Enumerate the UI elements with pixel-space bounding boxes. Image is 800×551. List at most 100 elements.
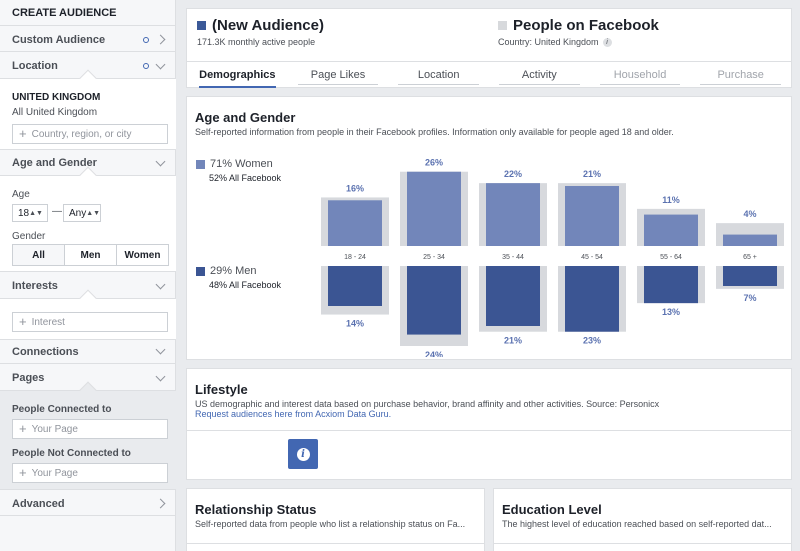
custom-audience-section[interactable]: Custom Audience <box>0 28 176 52</box>
chevron-down-icon <box>155 371 166 381</box>
women-value-label: 21% <box>583 169 601 179</box>
men-value-label: 21% <box>504 336 522 346</box>
gender-label: Gender <box>12 231 46 242</box>
age-gender-label: Age and Gender <box>12 157 97 169</box>
compare-sub: Country: United Kingdom <box>498 37 599 47</box>
women-bar <box>723 234 777 246</box>
country-sub: All United Kingdom <box>12 107 98 118</box>
relationship-title: Relationship Status <box>195 502 317 517</box>
plus-icon: + <box>19 314 27 329</box>
info-icon[interactable]: i <box>602 37 612 47</box>
men-value-label: 13% <box>662 307 680 317</box>
chevron-down-icon <box>155 59 166 69</box>
compare-name: People on Facebook <box>513 17 659 34</box>
interests-panel: + Interest <box>0 289 176 340</box>
age-min-select[interactable]: 18 ▲▼ <box>12 204 48 222</box>
advanced-label: Advanced <box>12 497 65 510</box>
location-input[interactable]: + Country, region, or city <box>12 124 168 144</box>
acxiom-link[interactable]: Request audiences here from Acxiom Data … <box>195 409 392 419</box>
tab-purchase[interactable]: Purchase <box>690 62 791 88</box>
age-tick-label: 35 - 44 <box>502 254 524 261</box>
men-bar <box>644 266 698 304</box>
men-value-label: 23% <box>583 336 601 346</box>
age-tick-label: 45 - 54 <box>581 254 603 261</box>
people-not-connected-label: People Not Connected to <box>12 448 131 459</box>
divider <box>187 430 791 431</box>
chevron-right-icon <box>155 34 166 45</box>
age-label: Age <box>12 189 30 200</box>
relationship-card: Relationship Status Self-reported data f… <box>186 488 485 551</box>
education-subtitle: The highest level of education reached b… <box>502 519 772 529</box>
chevron-down-icon <box>155 344 166 355</box>
lifestyle-desc: US demographic and interest data based o… <box>195 399 660 409</box>
interests-section[interactable]: Interests <box>0 274 176 298</box>
men-bar <box>723 266 777 286</box>
age-gender-card: Age and Gender Self-reported information… <box>186 96 792 360</box>
men-value-label: 14% <box>346 319 364 329</box>
men-value-label: 24% <box>425 350 443 357</box>
connected-page-input[interactable]: + Your Page <box>12 419 168 439</box>
women-sub: 52% All Facebook <box>209 173 282 183</box>
men-bar <box>328 266 382 306</box>
updown-icon: ▲▼ <box>86 209 101 217</box>
age-gender-section[interactable]: Age and Gender <box>0 151 176 175</box>
audience-sub: 171.3K monthly active people <box>197 37 316 47</box>
tab-activity[interactable]: Activity <box>489 62 590 88</box>
advanced-section[interactable]: Advanced <box>0 492 176 516</box>
women-swatch <box>196 159 205 169</box>
interests-label: Interests <box>12 280 58 292</box>
people-connected-label: People Connected to <box>12 404 112 415</box>
women-value-label: 16% <box>346 183 364 193</box>
gender-all-button[interactable]: All <box>13 245 65 265</box>
compare-title-row: People on Facebook <box>498 17 659 34</box>
location-section[interactable]: Location <box>0 54 176 78</box>
sidebar-title: CREATE AUDIENCE <box>0 0 175 26</box>
age-tick-label: 65 + <box>743 254 757 261</box>
relationship-subtitle: Self-reported data from people who list … <box>195 519 466 529</box>
age-gender-chart: 16% 14% 18 - 24 26% 24% 25 - 34 22% 21% 35 - 44 2… <box>313 158 789 357</box>
country-name: UNITED KINGDOM <box>12 92 101 103</box>
gender-toggle: All Men Women <box>12 244 169 266</box>
not-connected-page-input[interactable]: + Your Page <box>12 463 168 483</box>
tab-bar: Demographics Page Likes Location Activit… <box>187 61 791 88</box>
info-button[interactable]: i <box>288 439 318 469</box>
pages-label: Pages <box>12 372 45 384</box>
tab-location[interactable]: Location <box>388 62 489 88</box>
gender-men-button[interactable]: Men <box>65 245 117 265</box>
plus-icon: + <box>19 421 27 436</box>
lifestyle-card: Lifestyle US demographic and interest da… <box>186 368 792 480</box>
interest-input[interactable]: + Interest <box>12 312 168 332</box>
age-tick-label: 18 - 24 <box>344 254 366 261</box>
age-max-select[interactable]: Any ▲▼ <box>63 204 101 222</box>
age-tick-label: 55 - 64 <box>660 254 682 261</box>
chevron-down-icon <box>155 156 166 166</box>
men-legend: 29% Men <box>196 265 256 277</box>
men-value-label: 7% <box>743 293 756 303</box>
women-label: 71% Women <box>210 158 273 170</box>
tab-page-likes[interactable]: Page Likes <box>288 62 389 88</box>
compare-sub-row: Country: United Kingdom i <box>498 37 612 47</box>
women-bar <box>644 214 698 246</box>
education-card: Education Level The highest level of edu… <box>493 488 792 551</box>
gender-women-button[interactable]: Women <box>124 249 161 261</box>
pages-section[interactable]: Pages <box>0 366 176 390</box>
education-title: Education Level <box>502 502 602 517</box>
men-label: 29% Men <box>210 265 257 277</box>
chevron-right-icon <box>155 498 166 509</box>
women-bar <box>565 186 619 246</box>
chevron-down-icon <box>155 279 166 289</box>
lifestyle-title: Lifestyle <box>195 382 248 397</box>
men-bar <box>565 266 619 332</box>
tab-household[interactable]: Household <box>590 62 691 88</box>
men-sub: 48% All Facebook <box>209 280 282 290</box>
tab-demographics[interactable]: Demographics <box>187 62 288 88</box>
men-bar <box>407 266 461 335</box>
women-bar <box>486 183 540 246</box>
women-value-label: 4% <box>743 209 756 219</box>
age-dash: — <box>52 206 62 217</box>
connections-section[interactable]: Connections <box>0 340 176 364</box>
plus-icon: + <box>19 465 27 480</box>
women-value-label: 26% <box>425 158 443 168</box>
info-dot-icon <box>143 63 149 69</box>
men-bar <box>486 266 540 326</box>
